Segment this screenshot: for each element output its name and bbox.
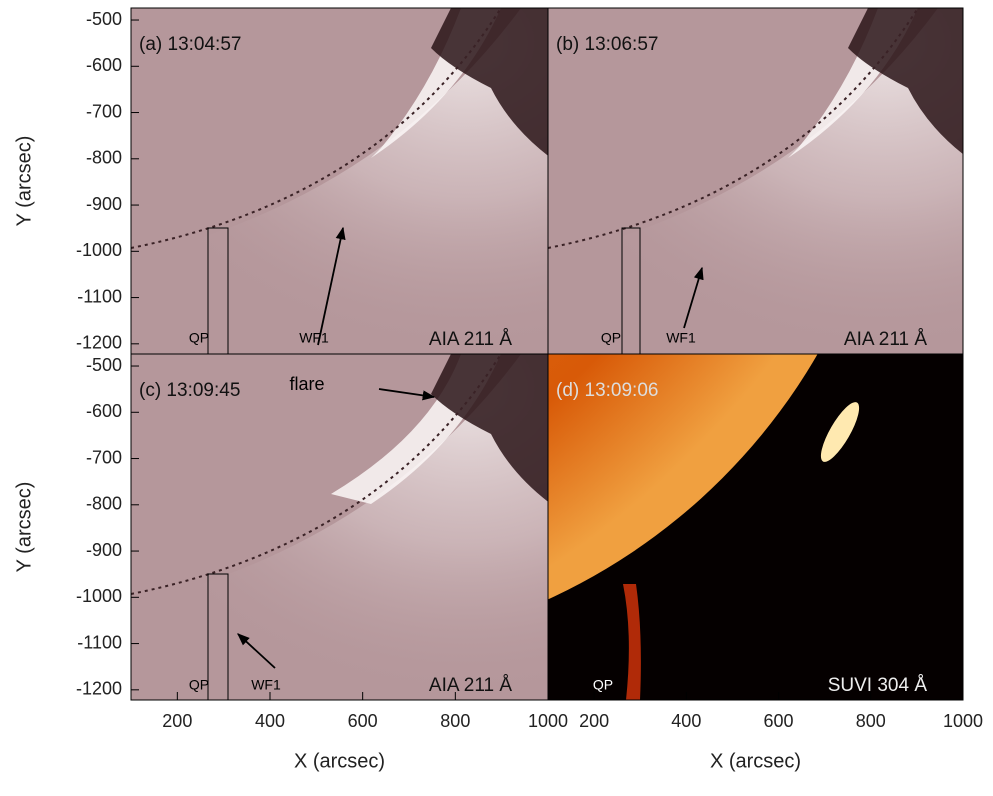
y-tick-label: -1000 xyxy=(76,586,122,606)
annotation: QP xyxy=(189,677,209,693)
x-tick-label: 400 xyxy=(671,711,701,731)
y-tick-label: -500 xyxy=(86,9,122,29)
x-tick-label: 1000 xyxy=(528,711,568,731)
x-tick-label: 400 xyxy=(255,711,285,731)
y-tick-label: -700 xyxy=(86,447,122,467)
y-tick-label: -900 xyxy=(86,540,122,560)
image xyxy=(548,8,963,354)
wavefront-wash xyxy=(548,8,963,354)
x-tick-label: 200 xyxy=(162,711,192,731)
y-tick-label: -600 xyxy=(86,55,122,75)
qp-slit xyxy=(207,227,229,354)
x-tick-label: 600 xyxy=(764,711,794,731)
panel-label: (d) 13:09:06 xyxy=(556,380,658,401)
limb xyxy=(548,8,919,249)
y-tick-label: -700 xyxy=(86,101,122,121)
arrow xyxy=(317,226,346,346)
panel: -500 -600 -700 -800 -900 -1000 -1100 -1200 200 40… xyxy=(13,353,568,772)
limb xyxy=(131,8,502,249)
y-tick-label: -800 xyxy=(86,148,122,168)
x-axis-title: X (arcsec) xyxy=(710,750,801,772)
y-tick-label: -1200 xyxy=(76,679,122,699)
y-tick-label: -900 xyxy=(86,194,122,214)
x-axis-title: X (arcsec) xyxy=(294,750,385,772)
y-tick-label: -1100 xyxy=(77,632,122,652)
limb xyxy=(131,354,502,595)
annotation: flare xyxy=(289,374,324,394)
y-tick-label: -1100 xyxy=(77,286,122,306)
y-tick-label: -1000 xyxy=(76,240,122,260)
panel: -500 -600 -700 -800 -900 -1000 -1100 -1200 Y (ar… xyxy=(13,7,549,355)
sun-disk xyxy=(548,354,818,600)
x-tick-label: 800 xyxy=(440,711,470,731)
flare xyxy=(820,402,860,462)
y-tick-label: -1200 xyxy=(76,333,122,353)
arrow xyxy=(237,633,276,669)
wavefront-wash xyxy=(131,8,548,354)
arrow xyxy=(683,266,704,329)
image xyxy=(131,8,548,354)
y-axis-title: Y (arcsec) xyxy=(13,482,35,573)
panel: 200 400 600 800 1000 X (arcsec) (d) 13:09:06 SU… xyxy=(547,353,983,772)
dark-region xyxy=(848,8,963,155)
wavefront-wash xyxy=(131,354,548,700)
y-tick-label: -500 xyxy=(86,355,122,375)
annotation: WF1 xyxy=(666,330,696,346)
prominence xyxy=(623,584,641,700)
panel-label: (b) 13:06:57 xyxy=(556,34,658,55)
y-tick-label: -800 xyxy=(86,494,122,514)
dark-region xyxy=(431,8,548,156)
qp-slit xyxy=(207,573,229,700)
instrument-label: AIA 211 Å xyxy=(429,329,512,350)
x-tick-label: 600 xyxy=(348,711,378,731)
x-tick-label: 1000 xyxy=(943,711,983,731)
panel: (b) 13:06:57 AIA 211 Å QP WF1 xyxy=(547,7,964,355)
x-tick-label: 800 xyxy=(856,711,886,731)
instrument-label: AIA 211 Å xyxy=(429,675,512,696)
y-tick-label: -600 xyxy=(86,401,122,421)
annotation: WF1 xyxy=(251,677,281,693)
frame xyxy=(547,353,964,701)
qp-slit xyxy=(621,227,641,354)
arrow xyxy=(378,388,436,401)
panel-label: (a) 13:04:57 xyxy=(139,34,241,55)
annotation: WF1 xyxy=(299,330,329,346)
panel-label: (c) 13:09:45 xyxy=(139,380,240,401)
image xyxy=(131,354,548,700)
instrument-label: SUVI 304 Å xyxy=(828,675,928,696)
instrument-label: AIA 211 Å xyxy=(844,329,927,350)
dark-region xyxy=(431,354,548,502)
annotation: QP xyxy=(593,677,613,693)
image xyxy=(548,354,963,700)
annotation: QP xyxy=(189,330,209,346)
x-tick-label: 200 xyxy=(579,711,609,731)
y-axis-title: Y (arcsec) xyxy=(13,136,35,227)
annotation: QP xyxy=(601,330,621,346)
